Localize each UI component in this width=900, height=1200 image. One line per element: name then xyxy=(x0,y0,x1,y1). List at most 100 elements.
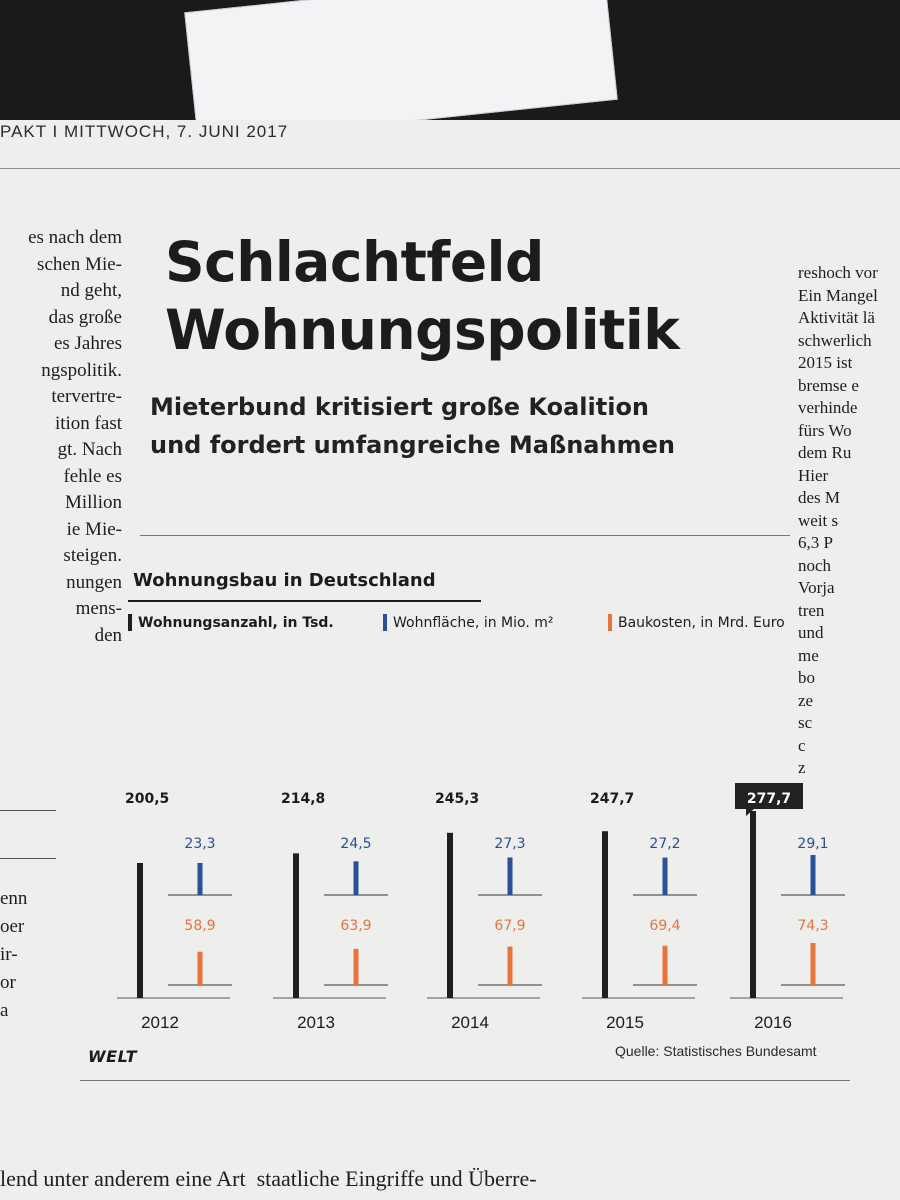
legend-swatch-count xyxy=(128,614,132,631)
headline-line-2: Wohnungspolitik xyxy=(165,298,680,362)
left-column-line: gt. Nach xyxy=(57,439,122,460)
right-column-line: und xyxy=(798,623,824,642)
label-baukosten-2015: 69,4 xyxy=(649,918,680,934)
legend-swatch-cost xyxy=(608,614,612,631)
column-divider xyxy=(0,858,56,859)
legend-label-cost: Baukosten, in Mrd. Euro xyxy=(618,614,785,631)
right-column-line: weit s xyxy=(798,510,839,530)
label-wohnflaeche-2012: 23,3 xyxy=(184,836,215,852)
right-column-line: fürs Wo xyxy=(798,420,852,440)
left-column-line: es Jahres xyxy=(53,333,122,354)
subheadline-line-2: und fordert umfangreiche Maßnahmen xyxy=(150,431,675,459)
left-column-lower-line: or xyxy=(0,972,16,993)
right-column-line: Hier xyxy=(798,465,829,485)
left-column-lower-line: oer xyxy=(0,916,25,937)
highlight-label-box-2016 xyxy=(735,783,803,809)
right-column-line: tren xyxy=(798,600,825,620)
left-column-line: schen Mie- xyxy=(37,253,122,275)
right-column-line: noch xyxy=(798,555,832,575)
x-tick-label-2015: 2015 xyxy=(606,1013,644,1032)
subheadline: Mieterbund kritisiert große Koalition un… xyxy=(150,388,675,464)
highlight-label-pointer-2016 xyxy=(746,809,754,816)
column-divider xyxy=(0,810,56,811)
right-column-line: reshoch vor xyxy=(798,263,878,282)
label-wohnflaeche-2015: 27,2 xyxy=(649,836,680,852)
headline-line-1: Schlachtfeld xyxy=(165,230,544,294)
bar-baukosten-2013 xyxy=(353,948,359,985)
header-rule xyxy=(0,168,900,169)
left-column-line: den xyxy=(94,624,122,646)
bar-baukosten-2016 xyxy=(810,943,816,985)
right-column-line: bremse e xyxy=(798,375,859,395)
chart-source: Quelle: Statistisches Bundesamt xyxy=(615,1043,817,1059)
label-baukosten-2014: 67,9 xyxy=(494,918,525,934)
bar-baukosten-2014 xyxy=(507,946,513,985)
subheadline-line-1: Mieterbund kritisiert große Koalition xyxy=(150,393,650,421)
newspaper-page xyxy=(0,120,900,1200)
bottom-article-text: lend unter anderem eine Art staatliche E… xyxy=(0,1166,537,1191)
right-column-line: bo xyxy=(798,668,815,687)
right-column-line: Ein Mangel xyxy=(798,285,878,305)
x-tick-label-2012: 2012 xyxy=(141,1013,179,1032)
section-rule xyxy=(140,535,790,536)
bar-baukosten-2015 xyxy=(662,945,668,985)
left-column-line: es nach dem xyxy=(28,227,122,248)
right-column-line: Vorja xyxy=(798,578,835,597)
bar-wohnungsanzahl-2016 xyxy=(750,811,756,998)
x-tick-label-2014: 2014 xyxy=(451,1013,489,1032)
chart-title: Wohnungsbau in Deutschland xyxy=(133,570,436,591)
label-baukosten-2012: 58,9 xyxy=(184,918,215,934)
left-column-line: ie Mie- xyxy=(66,518,122,540)
legend-item-count: Wohnungsanzahl, in Tsd. xyxy=(128,614,334,631)
legend-label-area: Wohnfläche, in Mio. m² xyxy=(393,614,554,631)
label-wohnungsanzahl-2015: 247,7 xyxy=(590,791,634,807)
left-column-line: steigen. xyxy=(63,545,122,566)
bar-wohnflaeche-2015 xyxy=(662,857,668,895)
right-column-line: c xyxy=(798,735,806,755)
right-column-line: ze xyxy=(798,690,814,710)
left-column-line: das große xyxy=(48,306,122,328)
right-column-line: schwerlich xyxy=(798,330,872,350)
right-column-line: Aktivität lä xyxy=(798,308,875,327)
right-column-line: dem Ru xyxy=(798,443,852,462)
right-column-line: des M xyxy=(798,488,841,507)
bar-wohnungsanzahl-2013 xyxy=(293,853,299,998)
footer-rule xyxy=(80,1080,850,1081)
left-column-line: Million xyxy=(64,492,122,513)
left-column-line: nungen xyxy=(66,571,122,593)
left-column-lower-text: enn oer ir-or a xyxy=(0,885,60,1025)
right-column-line: me xyxy=(798,645,819,665)
x-tick-label-2016: 2016 xyxy=(754,1013,792,1032)
label-wohnflaeche-2014: 27,3 xyxy=(494,836,525,852)
left-column-line: nd geht, xyxy=(60,280,122,301)
left-column-line: mens- xyxy=(75,598,122,619)
bar-wohnungsanzahl-2014 xyxy=(447,832,453,998)
left-column-line: ition fast xyxy=(54,412,122,434)
x-tick-label-2013: 2013 xyxy=(297,1013,335,1032)
label-wohnflaeche-2016: 29,1 xyxy=(797,836,828,852)
left-column-line: fehle es xyxy=(63,465,122,487)
right-column-line: verhinde xyxy=(798,398,858,417)
chart-title-underline xyxy=(128,600,481,602)
dateline: PAKT I MITTWOCH, 7. JUNI 2017 xyxy=(0,122,289,141)
headline: Schlachtfeld Wohnungspolitik xyxy=(165,228,680,364)
right-column-line: sc xyxy=(798,713,813,732)
legend-item-area: Wohnfläche, in Mio. m² xyxy=(383,614,553,631)
left-column-text: es nach dem schen Mie-nd geht, das große es… xyxy=(0,225,122,649)
bar-wohnflaeche-2016 xyxy=(810,855,816,895)
label-baukosten-2016: 74,3 xyxy=(797,918,828,934)
bar-wohnflaeche-2012 xyxy=(197,862,203,895)
bar-wohnflaeche-2013 xyxy=(353,861,359,895)
label-wohnungsanzahl-2013: 214,8 xyxy=(281,791,325,807)
label-wohnflaeche-2013: 24,5 xyxy=(340,836,371,852)
label-baukosten-2013: 63,9 xyxy=(340,918,371,934)
left-column-lower-line: a xyxy=(0,1000,9,1021)
bar-baukosten-2012 xyxy=(197,951,203,985)
bar-wohnungsanzahl-2015 xyxy=(602,831,608,998)
bar-wohnflaeche-2014 xyxy=(507,857,513,895)
legend-label-count: Wohnungsanzahl, in Tsd. xyxy=(138,614,334,631)
left-column-line: ngspolitik. xyxy=(41,359,122,381)
label-wohnungsanzahl-2016: 277,7 xyxy=(747,791,791,807)
right-column-text: reshoch vor Ein Mangel Aktivität lä schwerl… xyxy=(798,262,900,780)
